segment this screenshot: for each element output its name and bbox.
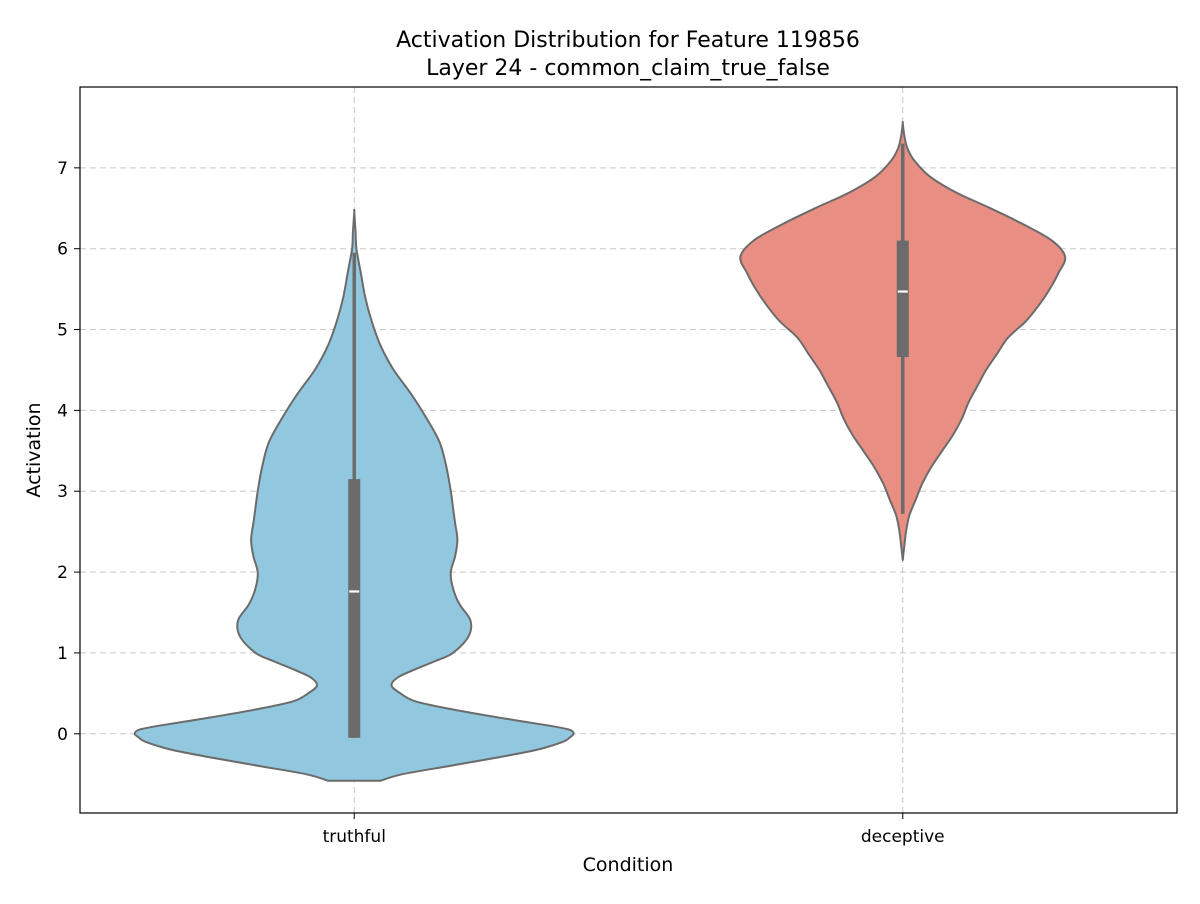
y-tick-label: 6	[57, 240, 68, 260]
y-axis-label: Activation	[23, 402, 45, 497]
y-tick-label: 0	[57, 725, 68, 745]
chart-title: Activation Distribution for Feature 1198…	[396, 28, 860, 53]
y-axis: 0 1 2 3 4 5 6 7	[57, 159, 80, 745]
iqr-box-truthful	[348, 479, 361, 738]
plot-frame	[79, 86, 1178, 814]
x-axis: truthful deceptive	[323, 813, 945, 847]
inner-boxes	[348, 143, 909, 738]
x-tick-label-deceptive: deceptive	[861, 827, 945, 847]
grid-lines	[80, 87, 1177, 813]
y-tick-label: 5	[57, 321, 68, 341]
y-tick-label: 7	[57, 159, 68, 179]
x-axis-label: Condition	[583, 854, 674, 876]
y-tick-label: 4	[57, 401, 68, 421]
iqr-box-deceptive	[896, 240, 909, 358]
y-tick-label: 1	[57, 644, 68, 664]
y-tick-label: 2	[57, 563, 68, 583]
y-tick-label: 3	[57, 482, 68, 502]
x-tick-label-truthful: truthful	[323, 827, 386, 847]
chart-subtitle: Layer 24 - common_claim_true_false	[426, 56, 830, 81]
violins	[133, 120, 1067, 782]
